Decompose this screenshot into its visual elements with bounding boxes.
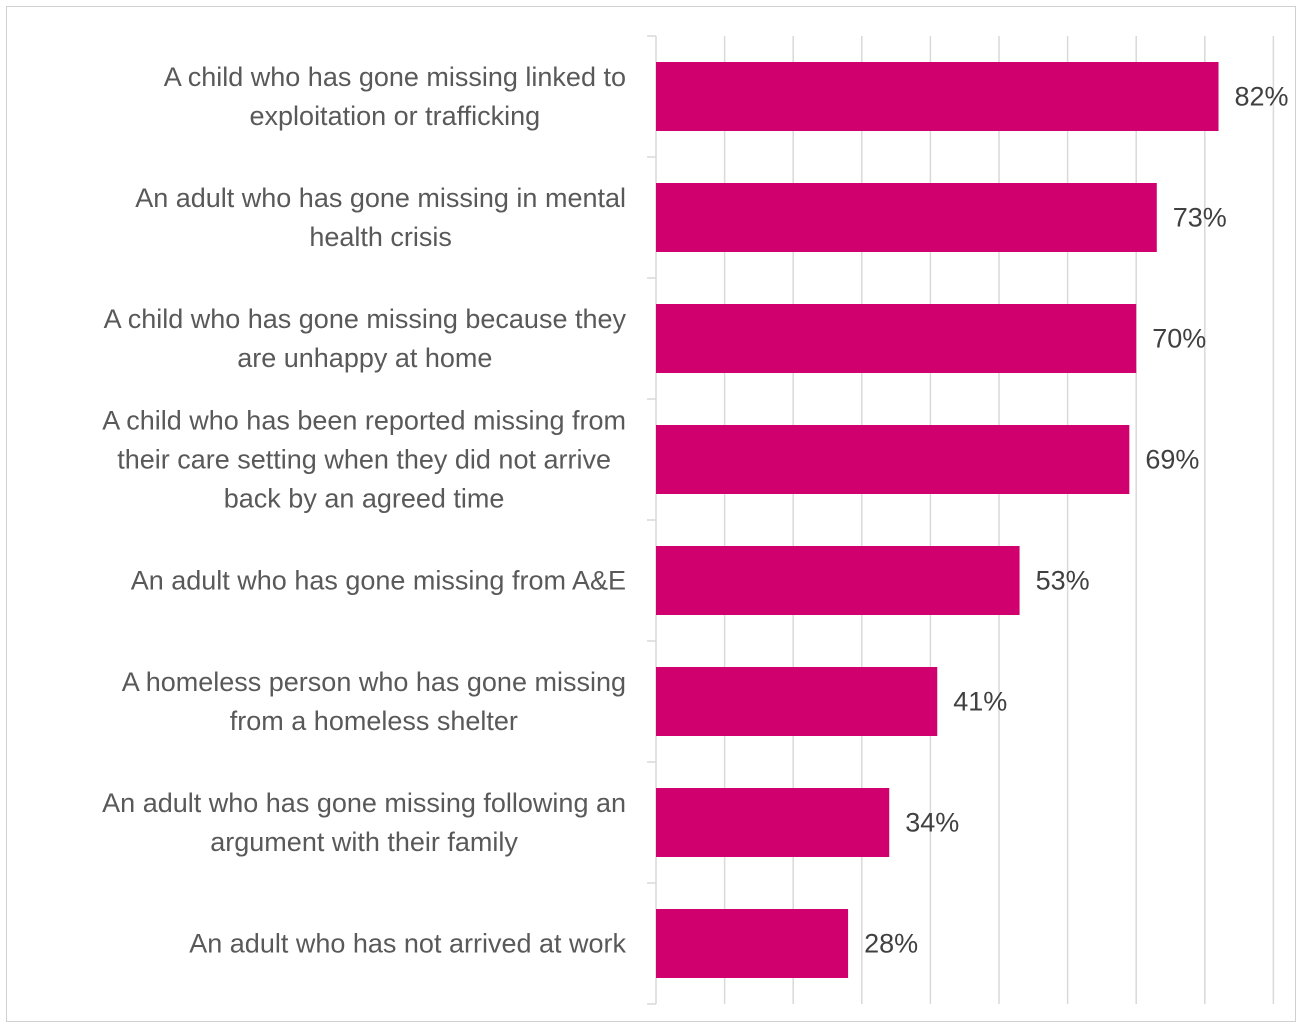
category-label-line: exploitation or trafficking xyxy=(250,101,541,131)
data-label: 70% xyxy=(1152,324,1206,354)
category-label-line: health crisis xyxy=(309,222,452,252)
category-axis xyxy=(647,35,657,1005)
category-label-line: are unhappy at home xyxy=(237,343,492,373)
category-label-line: A homeless person who has gone missing xyxy=(122,667,626,697)
category-label: A child who has gone missing linked to ex… xyxy=(164,62,626,131)
labels: 82% A child who has gone missing linked t… xyxy=(102,62,1288,959)
data-label: 53% xyxy=(1036,566,1090,596)
bar xyxy=(656,304,1137,373)
data-label: 82% xyxy=(1235,82,1289,112)
category-label-line: An adult who has gone missing in mental xyxy=(135,183,626,213)
gridlines xyxy=(723,36,1275,1004)
category-label-line: argument with their family xyxy=(210,827,518,857)
category-label: An adult who has gone missing in mental h… xyxy=(135,183,626,252)
chart-frame xyxy=(6,6,1296,1022)
bar xyxy=(656,62,1219,131)
category-label: An adult who has not arrived at work xyxy=(189,929,626,959)
bar xyxy=(656,909,849,978)
category-label-line: A child who has been reported missing fr… xyxy=(102,406,626,436)
category-label: An adult who has gone missing following … xyxy=(102,788,626,857)
bar xyxy=(656,425,1130,494)
category-label-line: from a homeless shelter xyxy=(230,706,518,736)
category-label-line: back by an agreed time xyxy=(224,484,505,514)
category-label-line: A child who has gone missing because the… xyxy=(104,304,627,334)
data-label: 73% xyxy=(1173,203,1227,233)
category-label: A homeless person who has gone missing fr… xyxy=(122,667,626,736)
bar xyxy=(656,183,1157,252)
data-label: 34% xyxy=(905,808,959,838)
data-label: 41% xyxy=(953,687,1007,717)
category-label-line: An adult who has gone missing following … xyxy=(102,788,626,818)
data-label: 28% xyxy=(864,929,918,959)
bars xyxy=(656,62,1219,978)
data-label: 69% xyxy=(1145,445,1199,475)
category-label: An adult who has gone missing from A&E xyxy=(131,566,626,596)
category-label: A child who has gone missing because the… xyxy=(104,304,627,373)
category-label: A child who has been reported missing fr… xyxy=(102,406,626,514)
bar xyxy=(656,788,890,857)
category-label-line: An adult who has not arrived at work xyxy=(189,929,626,959)
category-label-line: their care setting when they did not arr… xyxy=(117,445,611,475)
category-label-line: A child who has gone missing linked to xyxy=(164,62,626,92)
category-label-line: An adult who has gone missing from A&E xyxy=(131,566,626,596)
bar xyxy=(656,546,1020,615)
bar xyxy=(656,667,938,736)
